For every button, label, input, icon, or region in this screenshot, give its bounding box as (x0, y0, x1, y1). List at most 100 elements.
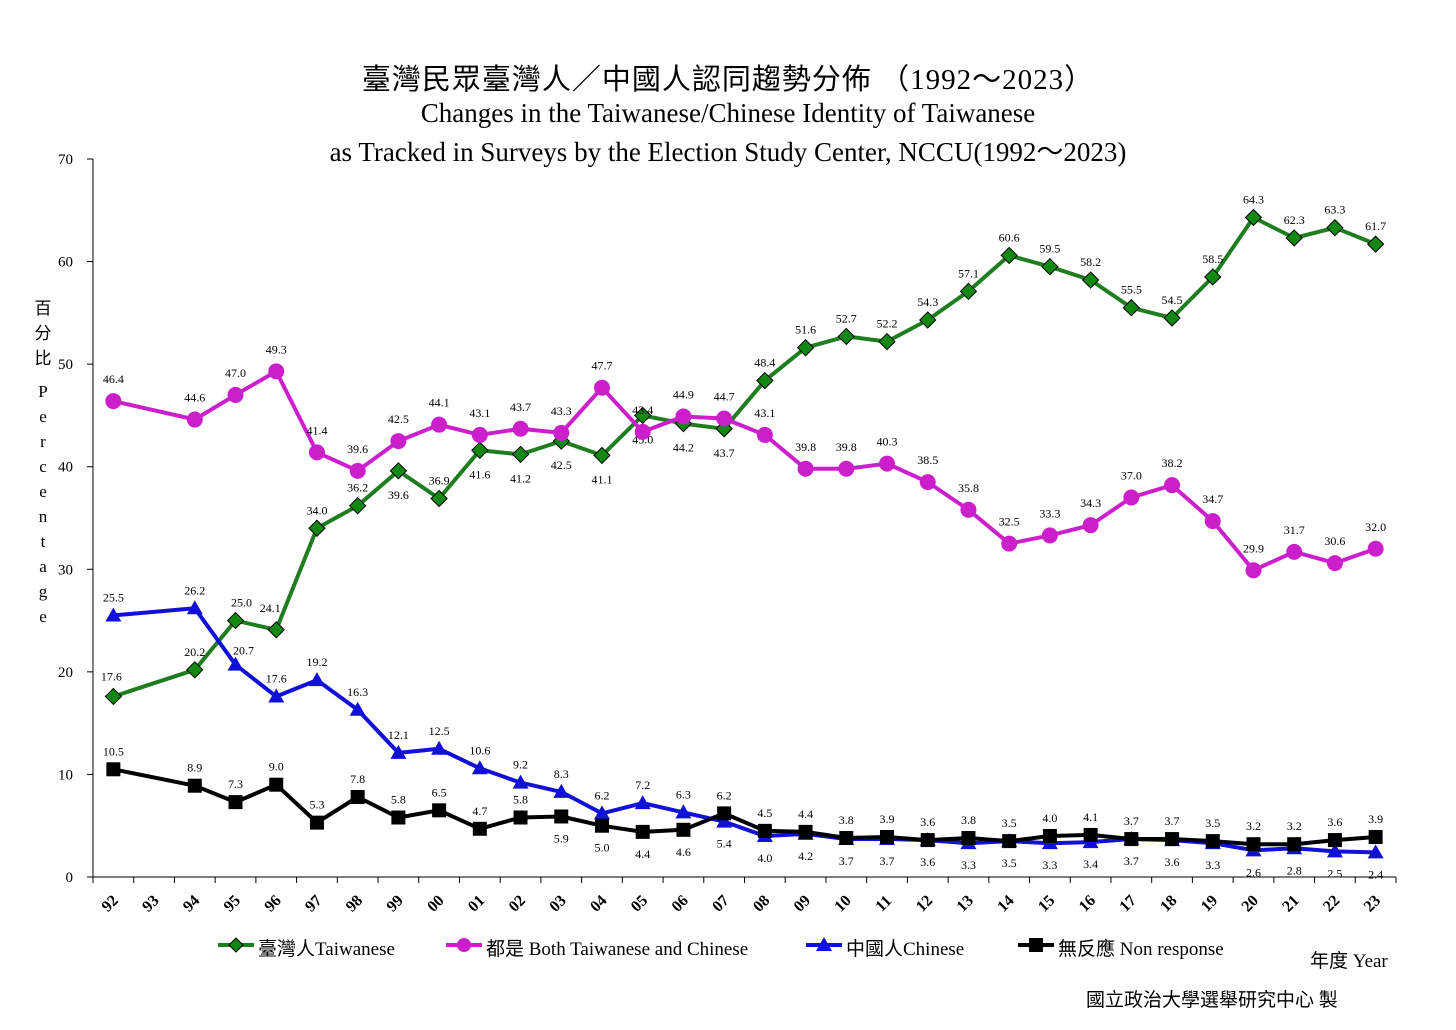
data-label-nonresponse: 3.7 (1124, 814, 1139, 828)
data-point-taiwanese (1285, 229, 1303, 247)
data-label-both: 38.5 (917, 453, 938, 467)
data-label-taiwanese: 41.1 (591, 472, 612, 486)
x-tick-label: 08 (750, 892, 773, 915)
x-tick-label: 13 (954, 892, 977, 915)
data-point-taiwanese (593, 446, 611, 465)
data-point-nonresponse (106, 762, 121, 777)
data-label-taiwanese: 62.3 (1284, 213, 1305, 227)
data-point-taiwanese (104, 687, 123, 706)
data-label-taiwanese: 60.6 (999, 230, 1020, 244)
y-axis-label: 百 分 比 P e r c e n t a g e (30, 296, 56, 629)
data-label-chinese: 3.3 (1042, 858, 1057, 872)
y-tick-label: 40 (58, 460, 73, 476)
data-point-nonresponse (1368, 829, 1383, 844)
data-label-chinese: 26.2 (184, 583, 205, 597)
data-point-chinese (593, 805, 610, 820)
data-label-nonresponse: 4.0 (1042, 811, 1057, 825)
y-tick-label: 10 (58, 767, 73, 783)
data-label-taiwanese: 36.9 (429, 474, 450, 488)
data-point-nonresponse (757, 823, 772, 838)
data-point-both (227, 386, 244, 403)
data-label-chinese: 12.1 (388, 728, 409, 742)
data-label-both: 39.8 (795, 440, 816, 454)
data-label-taiwanese: 58.2 (1080, 255, 1101, 269)
data-label-chinese: 10.6 (469, 743, 490, 757)
data-point-taiwanese (1081, 271, 1100, 289)
x-tick-label: 04 (587, 892, 610, 915)
legend-label-chinese: 中國人Chinese (846, 939, 965, 960)
x-tick-label: 00 (424, 892, 447, 915)
data-label-both: 37.0 (1121, 468, 1142, 482)
data-point-taiwanese (633, 406, 652, 425)
x-tick-label: 22 (1320, 892, 1343, 915)
data-point-both (1082, 517, 1099, 534)
data-label-chinese: 6.2 (594, 788, 609, 802)
data-point-chinese (349, 701, 366, 716)
data-label-chinese: 3.7 (1124, 854, 1139, 868)
data-point-taiwanese (1244, 208, 1263, 227)
data-label-nonresponse: 6.5 (432, 785, 447, 799)
data-point-taiwanese (919, 311, 937, 329)
data-label-nonresponse: 4.4 (798, 807, 813, 821)
data-label-taiwanese: 54.3 (917, 295, 938, 309)
data-label-both: 44.9 (673, 387, 694, 401)
data-point-both (1123, 489, 1140, 506)
x-axis-label: 年度 Year (1310, 951, 1388, 972)
x-tick-label: 01 (465, 892, 488, 915)
data-point-chinese (186, 600, 203, 615)
data-label-chinese: 8.3 (554, 767, 569, 781)
data-point-nonresponse (309, 815, 324, 830)
data-point-taiwanese (389, 462, 408, 480)
data-label-nonresponse: 3.6 (1327, 815, 1342, 829)
data-label-nonresponse: 4.5 (757, 806, 772, 820)
data-label-chinese: 2.8 (1287, 863, 1302, 877)
chart-title-english-line1: Changes in the Taiwanese/Chinese Identit… (420, 98, 1036, 128)
data-label-both: 43.4 (632, 403, 653, 417)
data-label-taiwanese: 41.6 (469, 467, 490, 481)
x-tick-label: 12 (913, 892, 936, 915)
data-point-both (838, 460, 855, 477)
data-point-chinese (512, 774, 529, 789)
data-point-taiwanese (796, 339, 815, 357)
data-label-both: 39.8 (836, 440, 857, 454)
data-label-chinese: 25.5 (103, 590, 124, 604)
data-label-taiwanese: 54.5 (1162, 293, 1183, 307)
data-label-taiwanese: 57.1 (958, 266, 979, 280)
x-tick-label: 05 (628, 892, 651, 915)
data-label-nonresponse: 5.9 (554, 831, 569, 845)
data-point-both (593, 379, 610, 396)
data-point-nonresponse (1246, 837, 1261, 852)
data-label-nonresponse: 3.9 (1368, 812, 1383, 826)
x-tick-label: 93 (139, 892, 162, 915)
data-point-both (716, 410, 733, 427)
data-label-taiwanese: 63.3 (1324, 203, 1345, 217)
data-point-taiwanese (430, 489, 448, 508)
data-label-chinese: 3.6 (1165, 855, 1180, 869)
data-label-nonresponse: 3.2 (1287, 819, 1302, 833)
data-point-nonresponse (594, 818, 609, 833)
data-label-nonresponse: 3.5 (1002, 816, 1017, 830)
x-tick-label: 94 (180, 892, 203, 915)
y-axis-label-char: t (40, 532, 46, 551)
data-point-both (553, 424, 570, 441)
data-label-nonresponse: 3.6 (920, 815, 935, 829)
data-label-taiwanese: 44.2 (673, 441, 694, 455)
data-label-nonresponse: 5.8 (513, 793, 528, 807)
data-label-chinese: 3.7 (839, 854, 854, 868)
data-label-both: 43.3 (551, 404, 572, 418)
data-point-nonresponse (635, 824, 650, 839)
data-label-taiwanese: 25.0 (231, 596, 252, 610)
data-point-nonresponse (1205, 834, 1220, 849)
legend-label-taiwanese: 臺灣人Taiwanese (258, 939, 395, 960)
data-label-nonresponse: 4.1 (1083, 810, 1098, 824)
data-point-both (919, 474, 936, 491)
data-label-nonresponse: 10.5 (103, 744, 124, 758)
data-point-taiwanese (1041, 257, 1059, 276)
data-point-both (1041, 527, 1058, 544)
data-label-both: 43.1 (754, 406, 775, 420)
data-label-both: 44.7 (714, 390, 735, 404)
data-point-nonresponse (1042, 828, 1057, 843)
data-point-both (1245, 562, 1262, 579)
data-point-nonresponse (228, 795, 243, 810)
